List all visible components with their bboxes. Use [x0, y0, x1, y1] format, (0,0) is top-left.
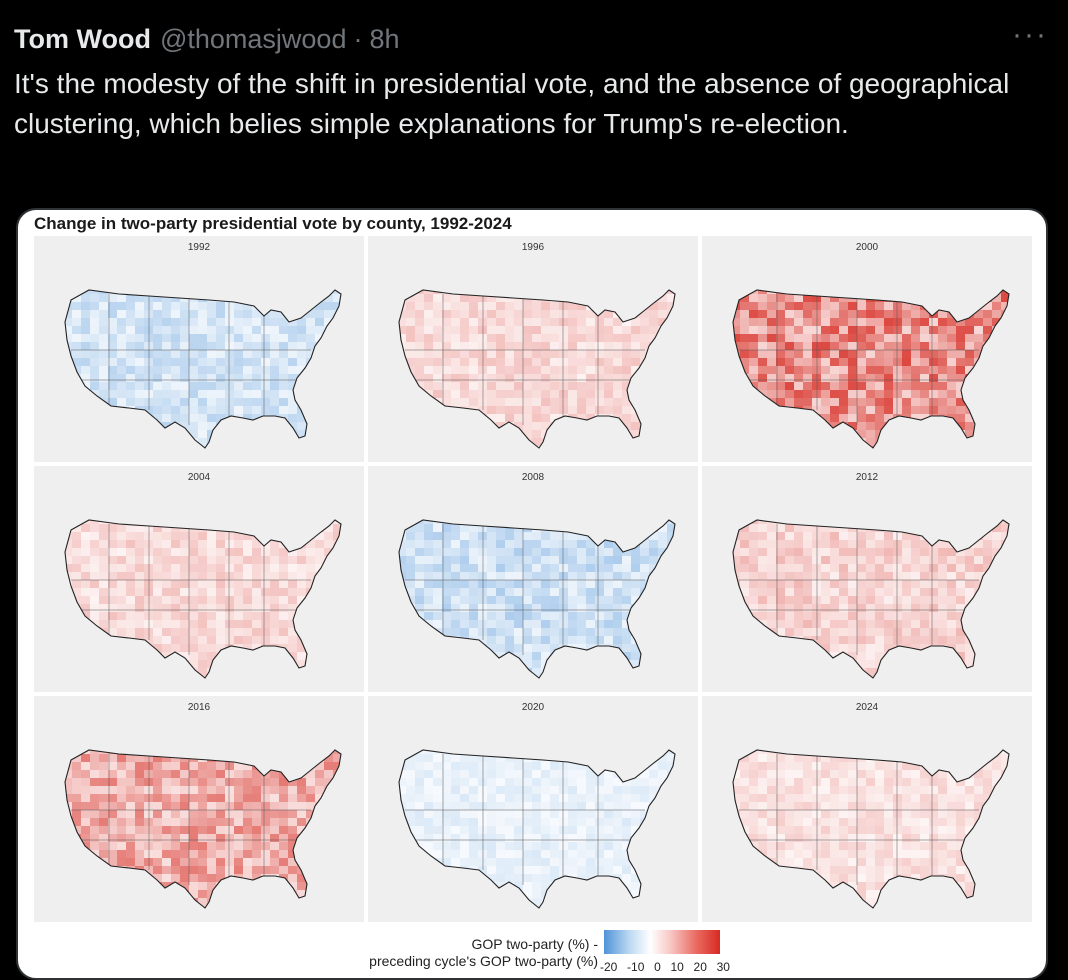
legend-tick: 0 [654, 960, 661, 974]
map-panel-2016: 2016 [34, 696, 364, 922]
us-county-map [732, 519, 1010, 679]
author-handle[interactable]: @thomasjwood [159, 23, 347, 54]
legend-tick: 10 [670, 960, 684, 974]
map-panel-2012: 2012 [702, 466, 1032, 692]
tweet-text: It's the modesty of the shift in preside… [14, 68, 1010, 139]
panel-year-label: 2004 [187, 472, 211, 483]
legend-tick: 20 [693, 960, 707, 974]
figure-title: Change in two-party presidential vote by… [34, 214, 512, 233]
legend-tick: 30 [716, 960, 730, 974]
us-county-map [732, 749, 1010, 909]
panel-year-label: 2012 [855, 472, 879, 483]
map-panel-2008: 2008 [368, 466, 698, 692]
legend-label-line1: GOP two-party (%) - [471, 936, 598, 952]
tweet-header: Tom Wood @thomasjwood · 8h ··· [14, 18, 1048, 56]
panel-year-label: 2020 [521, 702, 545, 713]
map-panel-1992: 1992 [34, 236, 364, 462]
timestamp[interactable]: 8h [369, 23, 400, 54]
panel-year-label: 2024 [855, 702, 879, 713]
us-county-map [64, 749, 342, 909]
legend-tick: -10 [627, 960, 645, 974]
panel-year-label: 1992 [187, 242, 211, 253]
us-county-map [732, 289, 1010, 449]
us-county-map [398, 289, 676, 449]
panel-year-label: 1996 [521, 242, 545, 253]
map-panel-2024: 2024 [702, 696, 1032, 922]
us-county-map [398, 749, 676, 909]
attached-image[interactable]: Change in two-party presidential vote by… [16, 208, 1048, 980]
separator-dot: · [353, 23, 363, 54]
us-county-map [398, 519, 676, 679]
legend-ticks: -20 -10 0 10 20 30 [600, 960, 730, 974]
us-county-map [64, 519, 342, 679]
panel-year-label: 2000 [855, 242, 879, 253]
legend-label-line2: preceding cycle's GOP two-party (%) [369, 953, 598, 969]
more-options-icon[interactable]: ··· [1012, 18, 1048, 51]
legend-label: GOP two-party (%) - preceding cycle's GO… [318, 936, 598, 970]
author-name[interactable]: Tom Wood [14, 23, 151, 54]
map-panel-2000: 2000 [702, 236, 1032, 462]
legend-color-bar [604, 930, 720, 954]
us-county-map [64, 289, 342, 449]
legend-tick: -20 [600, 960, 618, 974]
map-panel-2004: 2004 [34, 466, 364, 692]
map-panel-1996: 1996 [368, 236, 698, 462]
panel-year-label: 2008 [521, 472, 545, 483]
panel-year-label: 2016 [187, 702, 211, 713]
map-panel-2020: 2020 [368, 696, 698, 922]
